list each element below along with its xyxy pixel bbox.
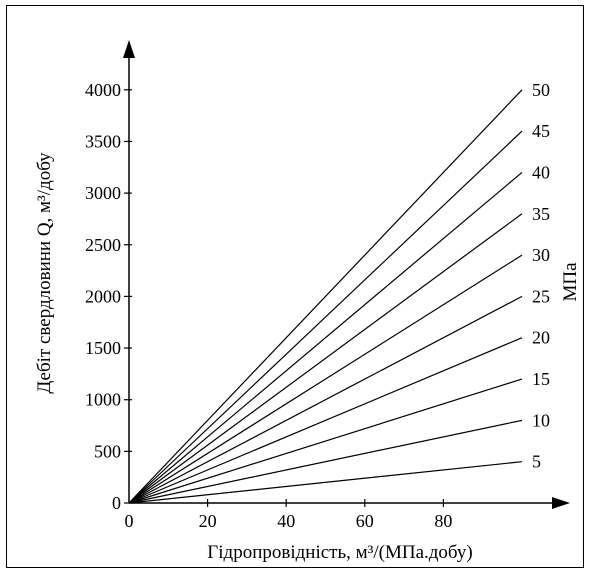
y-tick-label: 500 (94, 441, 121, 461)
tick-labels: 0 500 1000 1500 2000 2500 3000 3500 4000 0 20 40 60 8… (85, 80, 452, 531)
y-axis-label: Дебіт свердловини Q, м³/добу (34, 152, 55, 394)
y-tick-label: 2000 (85, 286, 121, 306)
y-tick-label: 4000 (85, 80, 121, 100)
y-tick-label: 1000 (85, 390, 121, 410)
series-line-30 (128, 254, 523, 504)
y-tick-label: 2500 (85, 235, 121, 255)
series-label-45: 45 (532, 121, 550, 141)
axes (123, 40, 570, 509)
x-axis-label: Гідропровідність, м³/(МПа.добу) (207, 542, 472, 563)
y-axis-arrow (123, 40, 135, 58)
chart-frame (6, 5, 584, 568)
x-tick-label: 0 (125, 511, 134, 531)
series-label-50: 50 (532, 80, 550, 100)
series-lines (128, 89, 523, 504)
x-tick-label: 40 (277, 511, 295, 531)
series-label-35: 35 (532, 204, 550, 224)
series-label-10: 10 (532, 410, 550, 430)
series-line-25 (128, 295, 523, 504)
y-tick-label: 0 (112, 493, 121, 513)
y-tick-label: 3000 (85, 183, 121, 203)
series-label-5: 5 (532, 452, 541, 472)
x-tick-label: 20 (199, 511, 217, 531)
series-line-10 (128, 419, 523, 504)
x-axis-arrow (552, 497, 570, 509)
series-line-50 (128, 89, 523, 504)
series-label-15: 15 (532, 369, 550, 389)
unit-label: МПа (560, 262, 581, 302)
series-line-40 (128, 171, 523, 504)
x-tick-label: 60 (356, 511, 374, 531)
series-label-25: 25 (532, 286, 550, 306)
series-line-20 (128, 337, 523, 504)
series-label-30: 30 (532, 245, 550, 265)
y-tick-label: 1500 (85, 338, 121, 358)
y-tick-label: 3500 (85, 131, 121, 151)
series-line-5 (128, 461, 523, 504)
series-label-20: 20 (532, 328, 550, 348)
series-line-35 (128, 213, 523, 504)
series-line-15 (128, 378, 523, 504)
series-label-40: 40 (532, 162, 550, 182)
series-line-45 (128, 130, 523, 504)
x-tick-label: 80 (434, 511, 452, 531)
series-labels: 5 10 15 20 25 30 35 40 45 50 (532, 80, 550, 472)
